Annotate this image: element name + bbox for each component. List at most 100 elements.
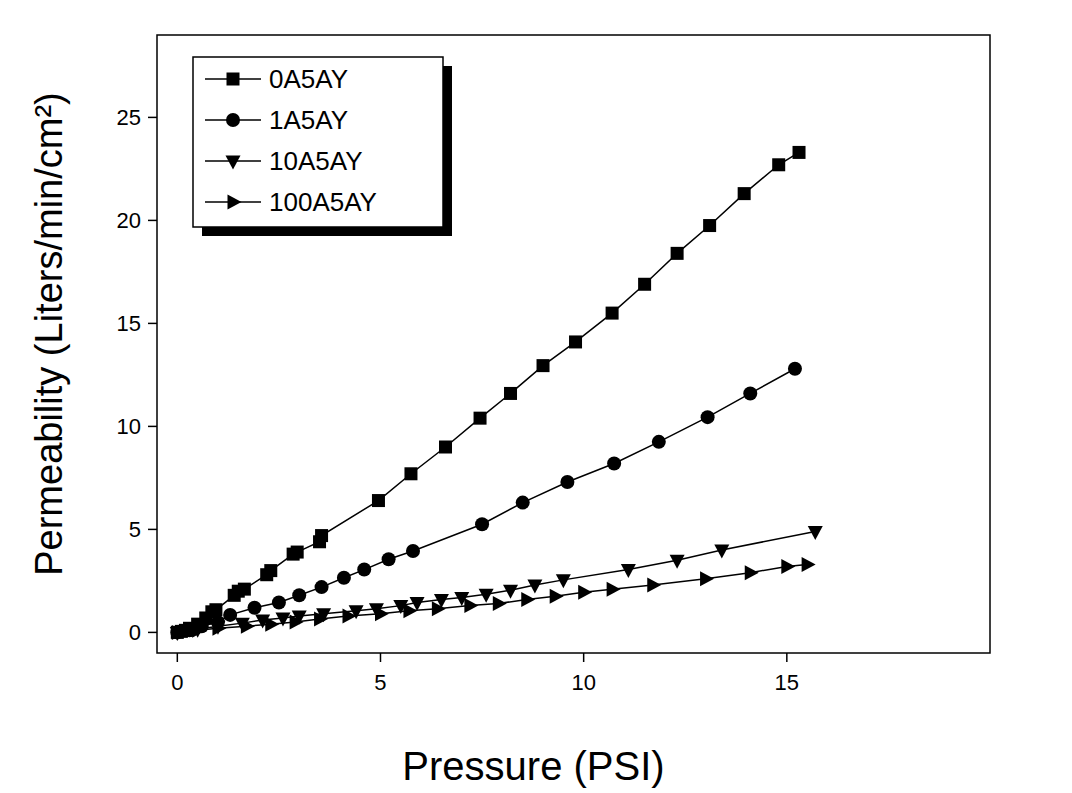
data-point xyxy=(264,564,277,577)
y-tick xyxy=(148,632,157,634)
data-point xyxy=(357,563,371,577)
data-point xyxy=(808,526,823,540)
data-point xyxy=(265,617,279,632)
data-point xyxy=(700,571,714,586)
y-tick-label: 5 xyxy=(129,517,141,542)
data-point xyxy=(560,475,574,489)
data-point xyxy=(337,571,351,585)
x-tick xyxy=(380,653,382,662)
chart: 0 5 10 15 0 5 10 15 20 25 Pressure (PSI) Permeabili… xyxy=(0,0,1072,793)
data-point xyxy=(516,496,530,510)
y-tick-label: 0 xyxy=(129,620,141,645)
y-tick-label: 15 xyxy=(117,311,141,336)
x-tick xyxy=(177,653,179,662)
data-point xyxy=(703,219,716,232)
data-point xyxy=(569,335,582,348)
plot-frame xyxy=(157,35,990,653)
y-tick-label: 25 xyxy=(117,105,141,130)
data-point xyxy=(223,608,237,622)
legend-marker xyxy=(226,113,240,127)
data-point xyxy=(292,588,306,602)
data-point xyxy=(578,585,592,600)
data-point xyxy=(172,625,186,640)
data-point xyxy=(793,146,806,159)
data-point xyxy=(670,555,685,569)
data-point xyxy=(521,592,535,607)
data-point xyxy=(738,187,751,200)
data-point xyxy=(504,387,517,400)
legend-label: 10A5AY xyxy=(269,146,362,176)
data-point xyxy=(671,247,684,260)
data-point xyxy=(406,544,420,558)
series-line xyxy=(177,369,795,633)
data-point xyxy=(781,559,795,574)
data-point xyxy=(192,623,206,638)
data-point xyxy=(772,158,785,171)
data-point xyxy=(714,545,729,559)
data-point xyxy=(238,583,251,596)
y-tick xyxy=(148,529,157,531)
data-point xyxy=(745,565,759,580)
data-point xyxy=(537,359,550,372)
data-point xyxy=(403,603,417,618)
data-point xyxy=(607,582,621,597)
background xyxy=(0,0,1072,793)
legend: 0A5AY 1A5AY 10A5AY 100A5AY xyxy=(193,57,452,236)
data-point xyxy=(464,598,478,613)
x-tick xyxy=(583,653,585,662)
y-tick xyxy=(148,117,157,119)
data-point xyxy=(314,612,328,627)
legend-label: 1A5AY xyxy=(269,105,348,135)
x-tick-label: 15 xyxy=(775,670,799,695)
data-point xyxy=(802,557,816,572)
data-point xyxy=(527,580,542,594)
x-tick-label: 10 xyxy=(571,670,595,695)
data-point xyxy=(556,574,571,588)
data-point xyxy=(701,410,715,424)
legend-marker xyxy=(228,195,242,210)
data-point xyxy=(290,615,304,630)
legend-label: 100A5AY xyxy=(269,187,377,217)
data-point xyxy=(382,552,396,566)
x-axis-label: Pressure (PSI) xyxy=(402,744,664,788)
data-point xyxy=(291,546,304,559)
x-tick-label: 5 xyxy=(374,670,386,695)
data-point xyxy=(475,517,489,531)
data-point xyxy=(647,578,661,593)
data-point xyxy=(638,278,651,291)
y-tick xyxy=(148,426,157,428)
data-point xyxy=(607,456,621,470)
data-point xyxy=(209,603,222,616)
legend-box xyxy=(193,57,443,227)
series-line xyxy=(177,531,815,632)
data-point xyxy=(621,564,636,578)
x-tick xyxy=(786,653,788,662)
data-point xyxy=(404,467,417,480)
data-point xyxy=(372,494,385,507)
data-point xyxy=(474,412,487,425)
data-point xyxy=(550,589,564,604)
data-point xyxy=(272,596,286,610)
data-point xyxy=(375,606,389,621)
data-point xyxy=(788,362,802,376)
legend-label: 0A5AY xyxy=(269,64,348,94)
data-point xyxy=(493,596,507,611)
data-point xyxy=(315,580,329,594)
y-tick xyxy=(148,220,157,222)
data-point xyxy=(248,601,262,615)
data-point xyxy=(342,608,356,623)
data-point xyxy=(503,585,518,599)
y-tick-label: 20 xyxy=(117,208,141,233)
data-point xyxy=(241,619,255,634)
data-point xyxy=(743,386,757,400)
y-axis-label: Permeability (Liters/min/cm²) xyxy=(28,92,70,576)
data-point xyxy=(432,601,446,616)
data-point xyxy=(212,621,226,636)
x-tick-label: 0 xyxy=(171,670,183,695)
data-point xyxy=(479,589,494,603)
y-tick xyxy=(148,323,157,325)
data-point xyxy=(190,624,205,638)
data-point xyxy=(606,307,619,320)
legend-marker xyxy=(226,156,241,170)
y-tick-label: 10 xyxy=(117,414,141,439)
